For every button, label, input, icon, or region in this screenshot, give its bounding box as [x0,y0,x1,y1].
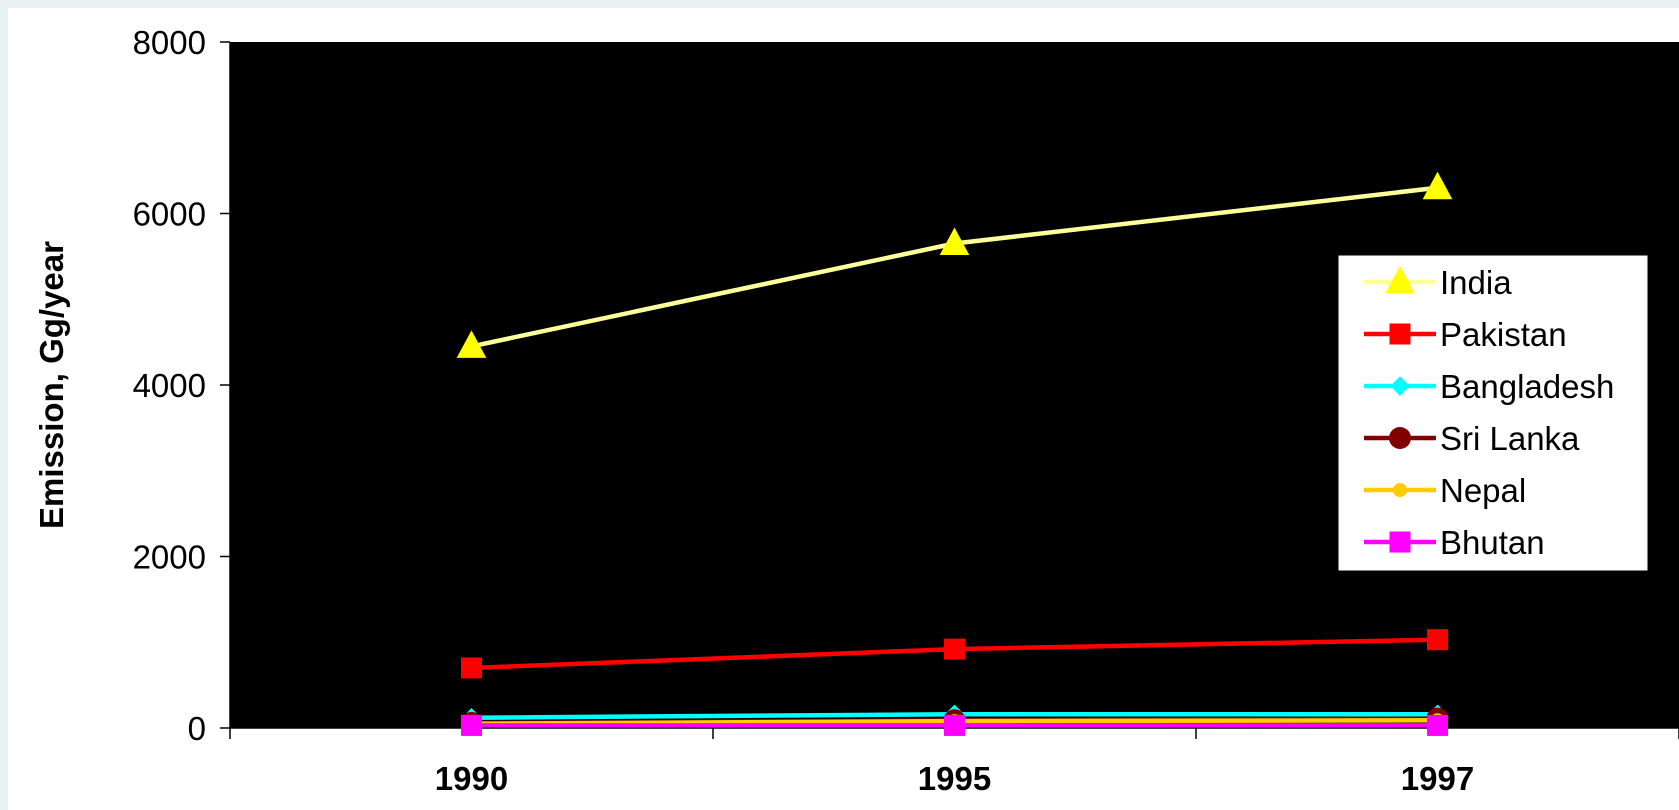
axes: 0 2000 4000 6000 8000 1990 1995 1997 [133,24,1679,797]
y-tick-label: 0 [188,710,206,747]
data-point-india [939,227,970,256]
data-point-pakistan [944,638,965,660]
series-bhutan [461,714,1448,736]
legend-marker-pakistan [1389,323,1411,345]
x-tick-label: 1995 [918,760,991,797]
legend-label-bhutan: Bhutan [1440,524,1545,561]
legend-marker-india [1385,265,1415,294]
legend-marker-nepal [1393,483,1407,497]
y-tick-label: 8000 [133,24,206,61]
y-tick-label: 6000 [133,196,206,233]
legend-label-nepal: Nepal [1440,472,1526,509]
legend-box [1337,254,1649,572]
y-tick-label: 2000 [133,539,206,576]
data-point-pakistan [461,657,482,679]
data-point-india [1422,171,1453,200]
legend-label-india: India [1440,264,1512,301]
data-point-india [456,330,487,358]
legend-label-pakistan: Pakistan [1440,316,1567,353]
legend-marker-sri-lanka [1389,427,1411,449]
y-axis-title: Emission, Gg/year [33,241,70,529]
legend: India Pakistan Bangladesh Sri Lanka Nepal Bhu… [1337,254,1649,572]
data-point-bhutan [461,714,482,736]
data-point-bhutan [944,714,965,736]
y-tick-label: 4000 [133,367,206,404]
data-point-pakistan [1427,629,1448,651]
line-chart: 0 2000 4000 6000 8000 1990 1995 1997 Emission, … [33,24,1679,797]
series-layer [456,171,1453,736]
series-pakistan [461,629,1448,679]
legend-label-sri-lanka: Sri Lanka [1440,420,1580,457]
chart-container: 0 2000 4000 6000 8000 1990 1995 1997 Emission, … [8,8,1679,810]
series-india [456,171,1453,358]
legend-marker-bangladesh [1390,376,1410,396]
legend-marker-bhutan [1389,531,1411,553]
data-point-bhutan [1427,714,1448,736]
legend-label-bangladesh: Bangladesh [1440,368,1614,405]
x-tick-label: 1997 [1401,760,1474,797]
x-tick-label: 1990 [435,760,508,797]
